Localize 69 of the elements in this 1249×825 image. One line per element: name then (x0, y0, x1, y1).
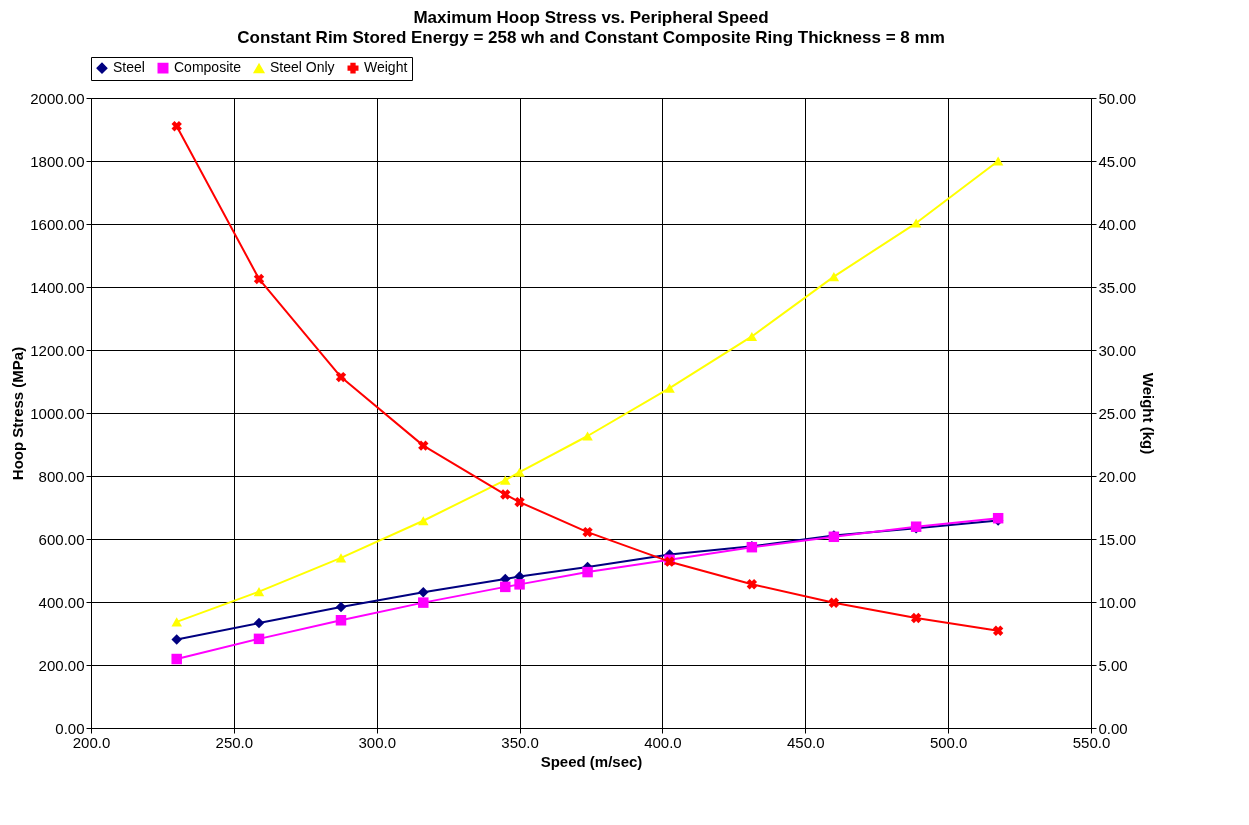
point (335, 601, 347, 613)
point (582, 566, 593, 578)
y-tick-label: 1400.00 (30, 278, 85, 296)
y-axis-title: Hoop Stress (MPa) (9, 346, 27, 481)
point (500, 489, 511, 500)
point (171, 617, 182, 627)
point (418, 440, 429, 451)
point (335, 553, 347, 563)
point (253, 633, 265, 645)
x-tick-label: 500.0 (929, 733, 968, 751)
y-tick-label: 1800.00 (30, 152, 85, 170)
point (171, 653, 182, 665)
legend-label: Steel (113, 59, 145, 76)
legend-label: Composite (174, 59, 242, 76)
point (335, 371, 347, 383)
point (828, 272, 840, 282)
x-axis-title: Speed (m/sec) (540, 752, 643, 770)
y-tick-label: 200.00 (38, 656, 85, 674)
point (418, 597, 429, 608)
point (992, 156, 1004, 166)
x-tick-label: 250.0 (215, 733, 254, 751)
y-tick-label: 400.00 (38, 593, 85, 611)
y2-tick-label: 50.00 (1098, 89, 1137, 107)
point (171, 121, 182, 132)
legend-label: Weight (364, 59, 408, 76)
y2-axis-title: Weight (kg) (1140, 372, 1158, 455)
y-tick-label: 2000.00 (30, 89, 85, 107)
x-tick-label: 400.0 (644, 733, 682, 751)
point (910, 612, 922, 624)
point (910, 218, 922, 228)
point (582, 431, 593, 441)
point (253, 587, 265, 597)
point (500, 581, 511, 593)
point (582, 526, 593, 538)
y2-tick-label: 15.00 (1098, 530, 1137, 548)
point (746, 331, 758, 341)
legend-label: Steel Only (270, 59, 335, 76)
y2-tick-label: 35.00 (1098, 278, 1137, 296)
y-tick-label: 1000.00 (30, 404, 85, 422)
point (500, 475, 511, 485)
y2-tick-label: 40.00 (1098, 215, 1137, 233)
point (992, 625, 1004, 636)
point (171, 634, 182, 645)
y2-tick-label: 25.00 (1098, 404, 1137, 422)
y2-tick-label: 30.00 (1098, 341, 1137, 359)
y-tick-label: 1200.00 (30, 341, 85, 359)
x-tick-label: 350.0 (501, 733, 539, 751)
point (746, 579, 758, 590)
y-tick-label: 1600.00 (30, 215, 85, 233)
chart-subtitle: Constant Rim Stored Energy = 258 wh and Constant Composite Ring Thickness = 8 mm (237, 27, 945, 47)
point (418, 586, 429, 598)
point (418, 516, 429, 526)
point (514, 579, 525, 590)
y2-tick-label: 10.00 (1098, 593, 1137, 611)
point (514, 496, 525, 508)
y2-tick-label: 5.00 (1098, 656, 1128, 674)
y2-tick-label: 45.00 (1098, 152, 1137, 170)
y-tick-label: 800.00 (38, 467, 85, 485)
x-tick-label: 300.0 (358, 733, 396, 751)
point (828, 597, 840, 608)
point (253, 273, 265, 285)
y2-tick-label: 20.00 (1098, 467, 1137, 485)
point (253, 617, 265, 629)
chart-title: Maximum Hoop Stress vs. Peripheral Speed (413, 7, 769, 27)
point (664, 383, 675, 393)
point (514, 467, 525, 477)
point (335, 615, 347, 626)
y-tick-label: 600.00 (38, 530, 85, 548)
x-tick-label: 450.0 (787, 733, 825, 751)
